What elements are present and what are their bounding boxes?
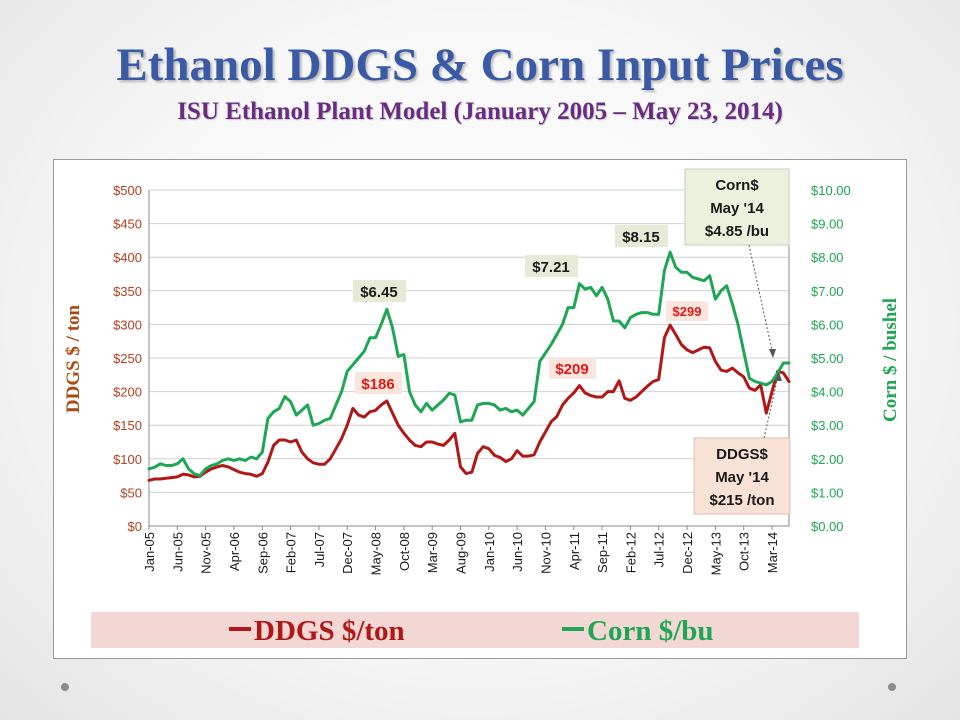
- right-tick-label: $1.00: [811, 485, 844, 500]
- ddgs-callout-arrowhead: [775, 372, 782, 381]
- right-tick-label: $5.00: [811, 351, 844, 366]
- right-axis-ticks: $0.00 $1.00 $2.00 $3.00 $4.00 $5.00 $6.00 $7.00…: [811, 183, 851, 534]
- right-tick-label: $7.00: [811, 284, 844, 299]
- corn-callout-arrowhead: [769, 349, 776, 358]
- right-tick-label: $8.00: [811, 250, 844, 265]
- ddgs-peak-label-2: $209: [549, 357, 596, 379]
- x-tick-label: Jul-07: [312, 532, 327, 567]
- left-tick-label: $50: [120, 485, 142, 500]
- legend-ddgs-label: DDGS $/ton: [254, 615, 405, 647]
- left-tick-label: $450: [113, 217, 142, 232]
- corn-callout-line-3: $4.85 /bu: [705, 223, 769, 240]
- left-tick-label: $400: [113, 250, 142, 265]
- y-axis-left-label: DDGS $ / ton: [63, 304, 84, 413]
- x-tick-label: Feb-07: [284, 532, 299, 573]
- x-tick-label: Jan-10: [482, 532, 497, 572]
- left-tick-label: $150: [113, 418, 142, 433]
- corn-callout-arrow: [748, 244, 774, 356]
- x-axis-ticks: Jan-05 Jun-05 Nov-05 Apr-06 Sep-06 Feb-07 Jul-…: [142, 526, 780, 575]
- x-tick-label: Apr-11: [567, 532, 582, 570]
- x-tick-label: Apr-06: [227, 532, 242, 571]
- x-tick-label: Sep-11: [595, 532, 610, 573]
- corn-peak-label-2: $7.21: [525, 255, 578, 277]
- x-tick-label: Feb-12: [623, 532, 638, 573]
- ddgs-callout-line-1: DDGS$: [716, 446, 768, 463]
- left-tick-label: $0: [128, 519, 142, 534]
- x-tick-label: May-13: [708, 532, 723, 575]
- svg-text:$299: $299: [673, 304, 702, 319]
- slide-dot-left: [61, 683, 69, 691]
- x-tick-label: Mar-14: [765, 532, 780, 573]
- ddgs-peak-label-3: $299: [666, 301, 708, 321]
- ddgs-callout-line-2: May '14: [715, 469, 769, 486]
- right-tick-label: $3.00: [811, 418, 844, 433]
- right-tick-label: $9.00: [811, 217, 844, 232]
- x-tick-label: Mar-09: [425, 532, 440, 573]
- corn-callout-line-2: May '14: [710, 200, 764, 217]
- x-tick-label: Oct-13: [737, 532, 752, 571]
- x-tick-label: Jun-05: [170, 532, 185, 572]
- slide-dot-right: [888, 683, 896, 691]
- x-tick-label: Jan-05: [142, 532, 157, 572]
- svg-text:$8.15: $8.15: [622, 229, 660, 246]
- ddgs-callout-line-3: $215 /ton: [709, 492, 774, 509]
- left-tick-label: $300: [113, 317, 142, 332]
- left-axis-ticks: $0 $50 $100 $150 $200 $250 $300 $350 $400 $450 $50…: [113, 183, 142, 534]
- right-tick-label: $0.00: [811, 519, 844, 534]
- ddgs-callout-arrow: [763, 375, 779, 439]
- x-tick-label: May-08: [369, 532, 384, 575]
- ddgs-callout: DDGS$ May '14 $215 /ton: [693, 437, 791, 515]
- legend: DDGS $/ton Corn $/bu: [91, 612, 859, 648]
- left-tick-label: $250: [113, 351, 142, 366]
- corn-callout-line-1: Corn$: [715, 177, 759, 194]
- x-tick-label: Dec-12: [680, 532, 695, 574]
- x-tick-label: Jul-12: [652, 532, 667, 567]
- x-tick-label: Nov-05: [199, 532, 214, 574]
- svg-text:$7.21: $7.21: [532, 259, 570, 276]
- ddgs-peak-label-1: $186: [355, 372, 402, 394]
- left-tick-label: $200: [113, 385, 142, 400]
- corn-callout: Corn$ May '14 $4.85 /bu: [684, 168, 790, 246]
- left-tick-label: $100: [113, 452, 142, 467]
- y-axis-right-label: Corn $ / bushel: [880, 298, 901, 422]
- corn-series-line: [147, 250, 791, 478]
- svg-text:$6.45: $6.45: [360, 284, 398, 301]
- slide-title: Ethanol DDGS & Corn Input Prices: [116, 39, 844, 91]
- right-tick-label: $4.00: [811, 385, 844, 400]
- slide-subtitle: ISU Ethanol Plant Model (January 2005 – …: [177, 98, 783, 125]
- x-tick-label: Dec-07: [340, 532, 355, 574]
- x-tick-label: Sep-06: [255, 532, 270, 574]
- x-tick-label: Jun-10: [510, 532, 525, 572]
- series-lines: [147, 250, 791, 482]
- left-tick-label: $500: [113, 183, 142, 198]
- svg-text:$209: $209: [555, 361, 588, 378]
- legend-corn-label: Corn $/bu: [587, 615, 714, 647]
- left-tick-label: $350: [113, 284, 142, 299]
- corn-peak-label-3: $8.15: [615, 225, 668, 247]
- x-tick-label: Nov-10: [538, 532, 553, 574]
- corn-peak-label-1: $6.45: [353, 280, 406, 302]
- right-tick-label: $2.00: [811, 452, 844, 467]
- x-tick-label: Aug-09: [454, 532, 469, 574]
- ddgs-series-line: [147, 323, 791, 482]
- right-tick-label: $10.00: [811, 183, 851, 198]
- right-tick-label: $6.00: [811, 317, 844, 332]
- svg-text:$186: $186: [361, 376, 394, 393]
- x-tick-label: Oct-08: [397, 532, 412, 571]
